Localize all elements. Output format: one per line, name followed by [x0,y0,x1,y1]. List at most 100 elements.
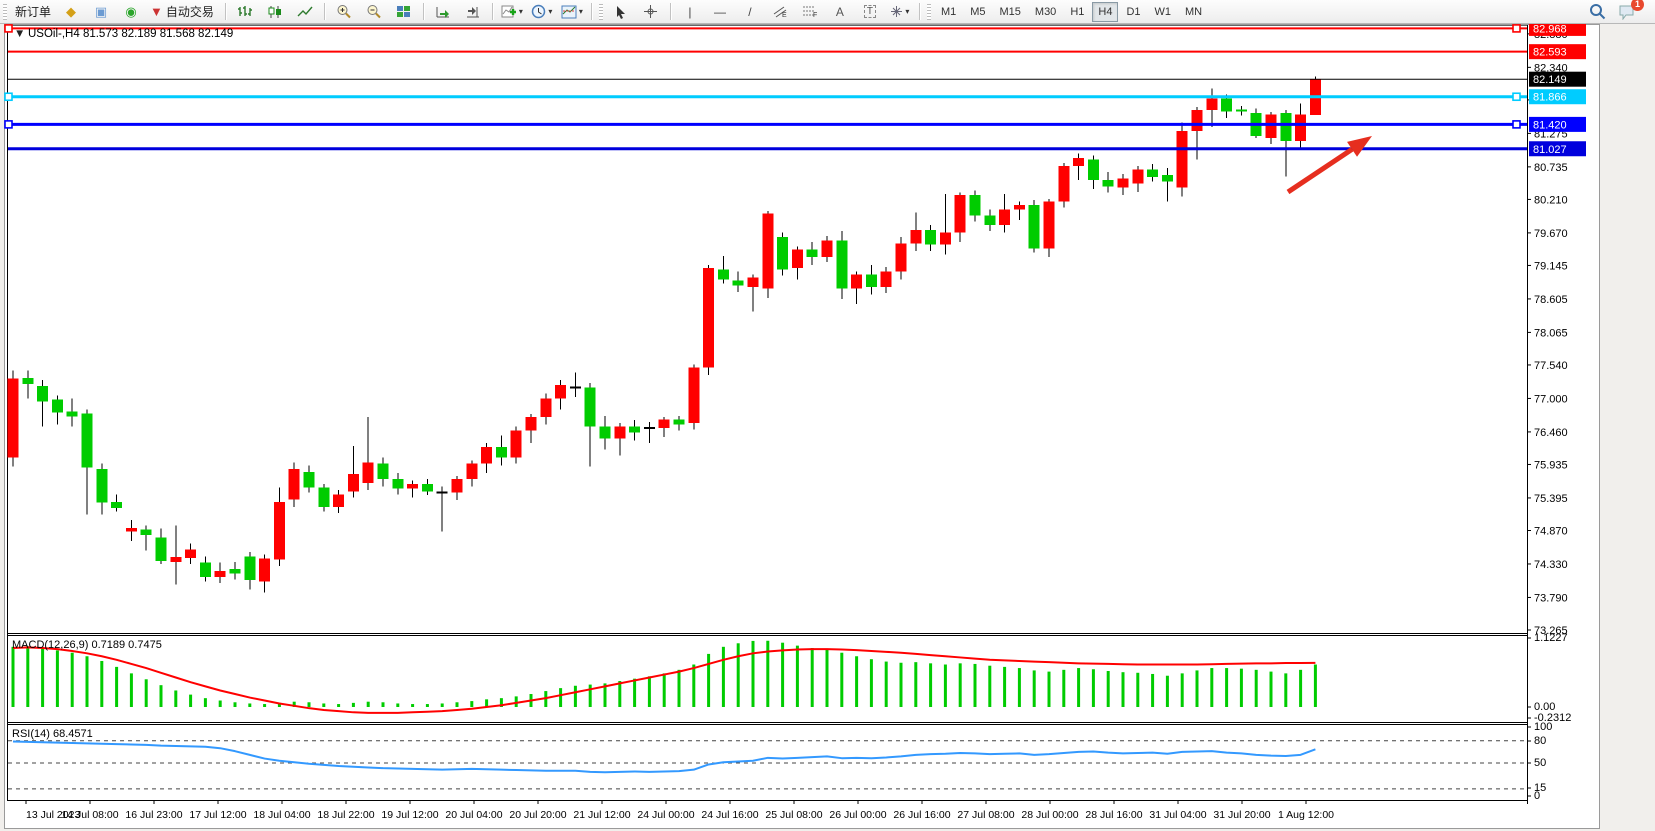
svg-text:74.330: 74.330 [1534,559,1568,571]
separator [590,3,592,20]
svg-text:79.670: 79.670 [1534,228,1568,240]
trendline-tool-icon[interactable]: / [748,4,752,19]
bar-chart-icon[interactable] [231,1,259,23]
svg-text:16 Jul 23:00: 16 Jul 23:00 [125,809,182,821]
templates-button[interactable]: ▾ [558,1,586,23]
svg-text:77.540: 77.540 [1534,360,1568,372]
svg-text:24 Jul 16:00: 24 Jul 16:00 [701,809,758,821]
zoom-out-icon[interactable] [360,1,388,23]
svg-text:73.265: 73.265 [1534,625,1568,637]
svg-text:17 Jul 12:00: 17 Jul 12:00 [189,809,246,821]
macd-label: MACD(12,26,9) 0.7189 0.7475 [12,639,162,651]
main-toolbar: 新订单 ◆ ▣ ◉ ▼ 自动交易 ▾ ▾ ▾ [0,0,1655,24]
svg-text:24 Jul 00:00: 24 Jul 00:00 [637,809,694,821]
auto-trading-button[interactable]: ▼ 自动交易 [150,4,214,19]
timeframe-MN[interactable]: MN [1185,5,1203,18]
svg-text:75.395: 75.395 [1534,493,1568,505]
svg-text:E: E [782,12,787,18]
toolbar-grip[interactable] [598,3,603,20]
separator [491,3,493,20]
svg-text:18 Jul 22:00: 18 Jul 22:00 [317,809,374,821]
separator [669,3,671,20]
cursor-tool-icon[interactable] [607,1,635,23]
svg-text:1 Aug 12:00: 1 Aug 12:00 [1278,809,1334,821]
svg-text:50: 50 [1534,757,1546,769]
signals-icon[interactable]: ◉ [125,4,137,19]
toolbar-right-icons: 1 [1582,0,1647,23]
chart-shift-icon[interactable] [459,1,487,23]
vertical-line-tool-icon[interactable]: | [688,4,692,19]
svg-text:80.210: 80.210 [1534,194,1568,206]
svg-text:20 Jul 20:00: 20 Jul 20:00 [509,809,566,821]
svg-text:19 Jul 12:00: 19 Jul 12:00 [381,809,438,821]
horizontal-line-objects[interactable] [4,24,1527,151]
svg-text:80.735: 80.735 [1534,162,1568,174]
zoom-in-icon[interactable] [330,1,358,23]
timeframe-bar: M1 M5 M15 M30 H1 H4 D1 W1 MN [934,1,1209,22]
svg-text:74.870: 74.870 [1534,525,1568,537]
svg-text:78.065: 78.065 [1534,327,1568,339]
terminal-icon[interactable]: ▣ [94,4,108,19]
svg-text:73.790: 73.790 [1534,592,1568,604]
svg-text:100: 100 [1534,721,1552,733]
svg-text:27 Jul 08:00: 27 Jul 08:00 [957,809,1014,821]
svg-text:-0.2312: -0.2312 [1534,712,1571,724]
svg-text:80: 80 [1534,735,1546,747]
svg-text:82.968: 82.968 [1533,23,1567,35]
svg-text:82.340: 82.340 [1534,62,1568,74]
horizontal-line-tool-icon[interactable]: — [713,4,726,19]
periods-button[interactable]: ▾ [528,1,556,23]
separator [918,3,920,20]
text-label-tool-icon[interactable]: T [856,1,884,23]
fibonacci-tool-icon[interactable]: F [796,1,824,23]
svg-text:25 Jul 08:00: 25 Jul 08:00 [765,809,822,821]
svg-text:1.1227: 1.1227 [1534,632,1568,644]
toolbar-grip[interactable] [926,3,931,20]
svg-text:USOil-,H4 81.573 82.189 81.56: USOil-,H4 81.573 82.189 81.568 82.149 [28,28,233,40]
timeframe-M1[interactable]: M1 [940,5,957,18]
timeframe-M30[interactable]: M30 [1034,5,1057,18]
auto-scroll-icon[interactable] [429,1,457,23]
text-tool-icon[interactable]: A [835,4,844,19]
svg-text:▼: ▼ [14,28,25,40]
tile-windows-icon[interactable] [390,1,418,23]
svg-text:0.00: 0.00 [1534,701,1555,713]
crosshair-tool-icon[interactable] [637,1,665,23]
timeframe-D1[interactable]: D1 [1126,5,1141,18]
timeframe-H1[interactable]: H1 [1070,5,1085,18]
arrows-tool-button[interactable]: ▾ [886,1,914,23]
candlestick-chart-icon[interactable] [261,1,289,23]
toolbar-grip[interactable] [3,3,7,20]
timeframe-M5[interactable]: M5 [970,5,986,18]
svg-text:31 Jul 04:00: 31 Jul 04:00 [1149,809,1206,821]
search-icon[interactable] [1583,1,1611,23]
svg-text:26 Jul 00:00: 26 Jul 00:00 [829,809,886,821]
svg-text:82.149: 82.149 [1533,74,1567,86]
indicators-button[interactable]: ▾ [498,1,526,23]
macd-pane: MACD(12,26,9) 0.7189 0.7475 1.1227 0.00-0.… [11,632,1571,724]
separator [422,3,424,20]
chart-title: ▼ USOil-,H4 81.573 82.189 81.568 82.149 [14,28,233,40]
arrow-annotation[interactable] [1286,136,1372,195]
svg-text:81.866: 81.866 [1533,92,1567,104]
svg-text:76.460: 76.460 [1534,427,1568,439]
svg-text:31 Jul 20:00: 31 Jul 20:00 [1213,809,1270,821]
svg-text:28 Jul 00:00: 28 Jul 00:00 [1021,809,1078,821]
svg-text:F: F [813,12,817,18]
separator [323,3,325,20]
timeframe-M15[interactable]: M15 [999,5,1021,18]
timeframe-H4[interactable]: H4 [1092,1,1119,22]
market-watch-icon[interactable]: ◆ [66,4,77,19]
channel-tool-icon[interactable]: E [766,1,794,23]
line-chart-icon[interactable] [291,1,319,23]
svg-text:81.420: 81.420 [1533,119,1567,131]
svg-text:20 Jul 04:00: 20 Jul 04:00 [445,809,502,821]
timeframe-W1[interactable]: W1 [1154,5,1172,18]
svg-text:15: 15 [1534,782,1546,794]
svg-text:14 Jul 08:00: 14 Jul 08:00 [61,809,118,821]
chat-icon[interactable]: 1 [1613,0,1644,23]
svg-text:82.593: 82.593 [1533,47,1567,59]
new-order-button[interactable]: 新订单 [15,5,52,19]
